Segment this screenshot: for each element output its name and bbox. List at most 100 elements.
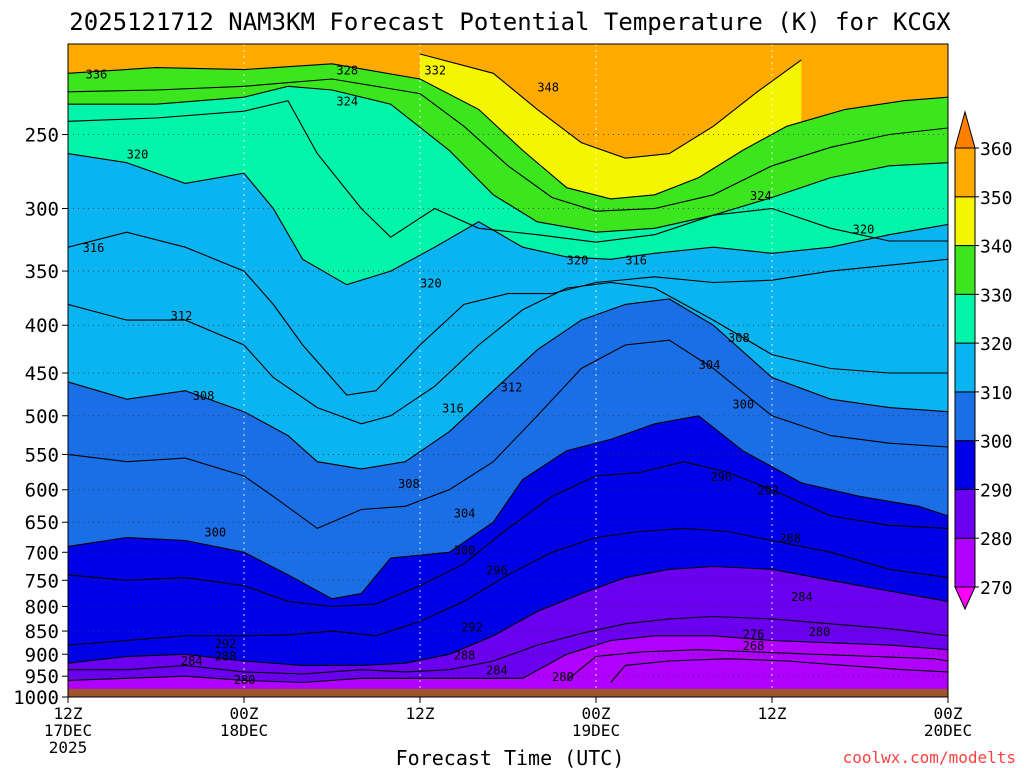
colorbar-swatch <box>954 440 976 490</box>
x-tick-label: 2025 <box>49 738 88 757</box>
contour-label: 308 <box>398 477 420 491</box>
contour-312 <box>68 281 948 425</box>
colorbar-swatch <box>954 537 976 588</box>
y-tick-label: 600 <box>25 480 59 502</box>
contour-316 <box>68 231 948 396</box>
contour-336 <box>68 63 948 200</box>
contour-300 <box>68 415 948 600</box>
plot-area: 336 328 332 348 324 320 324 320 316 320 316 320 312 3… <box>68 44 948 697</box>
contour-label: 308 <box>193 389 215 403</box>
x-tick-label: 17DEC <box>44 721 92 740</box>
contour-label: 308 <box>728 331 750 345</box>
credit-text: coolwx.com/modelts <box>843 748 1016 767</box>
colorbar-label: 300 <box>980 432 1013 453</box>
y-axis-pressure: 2503003504004505005506006507007508008509… <box>13 125 68 709</box>
contour-label: 304 <box>699 358 721 372</box>
contour-label: 288 <box>454 648 476 662</box>
colorbar-swatch <box>954 196 976 247</box>
contour-label: 288 <box>779 532 801 546</box>
x-axis-label: Forecast Time (UTC) <box>396 746 625 768</box>
contour-292 <box>68 527 948 646</box>
contour-label: 276 <box>743 627 765 641</box>
contour-304 <box>68 339 948 530</box>
colorbar-swatch <box>954 488 976 539</box>
contour-label: 320 <box>567 253 589 267</box>
contour-280 <box>68 635 948 684</box>
contour-label: 284 <box>181 654 203 668</box>
contour-label: 268 <box>743 639 765 653</box>
x-tick-label: 12Z <box>54 704 83 723</box>
contour-label: 304 <box>454 507 476 521</box>
y-tick-label: 300 <box>25 199 59 221</box>
contour-label: 296 <box>710 470 732 484</box>
colorbar-min-arrow <box>954 586 976 611</box>
contour-label: 284 <box>791 590 813 604</box>
colorbar-label: 270 <box>980 578 1013 599</box>
plot-frame <box>67 43 949 698</box>
contour-label: 316 <box>625 253 647 267</box>
y-tick-label: 750 <box>25 570 59 592</box>
colorbar-label: 360 <box>980 139 1013 160</box>
colorbar-legend: 270 280 290 300 310 320 330 340 350 360 <box>954 110 1013 611</box>
contour-348 <box>419 53 802 159</box>
x-tick-label: 00Z <box>230 704 259 723</box>
contour-label: 316 <box>442 402 464 416</box>
colorbar-swatch <box>954 342 976 393</box>
contour-label: 320 <box>853 222 875 236</box>
colorbar-label: 290 <box>980 480 1013 501</box>
colorbar-label: 280 <box>980 529 1013 550</box>
y-tick-label: 900 <box>25 644 59 666</box>
colorbar-max-arrow <box>954 110 976 149</box>
x-tick-label: 12Z <box>406 704 435 723</box>
contour-labels: 336 328 332 348 324 320 324 320 316 320 316 320 312 3… <box>83 64 875 688</box>
y-tick-label: 1000 <box>13 687 59 709</box>
contour-label: 292 <box>461 620 483 634</box>
y-tick-label: 800 <box>25 596 59 618</box>
contour-308 <box>68 298 948 470</box>
contour-label: 300 <box>454 543 476 557</box>
contour-272 <box>610 658 948 683</box>
y-tick-label: 250 <box>25 125 59 147</box>
contour-332 <box>68 78 948 212</box>
colorbar-swatch <box>954 245 976 295</box>
contour-label: 300 <box>204 525 226 539</box>
colorbar-label: 310 <box>980 383 1013 404</box>
contour-label: 348 <box>537 80 559 94</box>
x-tick-label: 19DEC <box>572 721 620 740</box>
contour-label: 324 <box>750 189 772 203</box>
contour-label: 324 <box>336 95 358 109</box>
x-tick-label: 12Z <box>758 704 787 723</box>
y-tick-label: 500 <box>25 406 59 428</box>
contour-label: 332 <box>424 64 446 78</box>
contour-328 <box>68 85 948 233</box>
contour-label: 336 <box>86 67 108 81</box>
y-tick-label: 700 <box>25 542 59 564</box>
contour-320 <box>68 153 948 286</box>
contour-label: 312 <box>501 380 523 394</box>
contour-label: 292 <box>215 637 237 651</box>
contour-label: 296 <box>486 563 508 577</box>
x-tick-label: 00Z <box>934 704 963 723</box>
x-tick-label: 18DEC <box>220 721 268 740</box>
y-tick-label: 650 <box>25 512 59 534</box>
contour-296 <box>68 461 948 608</box>
y-tick-label: 350 <box>25 261 59 283</box>
contour-label: 316 <box>83 241 105 255</box>
contour-324 <box>68 100 948 243</box>
x-tick-label: 00Z <box>582 704 611 723</box>
colorbar-swatch <box>954 293 976 344</box>
contour-label: 320 <box>420 276 442 290</box>
contour-label: 320 <box>127 148 149 162</box>
dotted-grid <box>68 44 948 697</box>
theta-fill-bands <box>68 54 948 697</box>
contour-label: 280 <box>234 673 256 687</box>
colorbar-swatch <box>954 391 976 442</box>
contour-label: 300 <box>732 397 754 411</box>
y-tick-label: 850 <box>25 621 59 643</box>
y-tick-label: 550 <box>25 444 59 466</box>
chart-title: 2025121712 NAM3KM Forecast Potential Tem… <box>69 8 951 36</box>
y-tick-label: 450 <box>25 363 59 385</box>
contour-label: 288 <box>215 650 237 664</box>
